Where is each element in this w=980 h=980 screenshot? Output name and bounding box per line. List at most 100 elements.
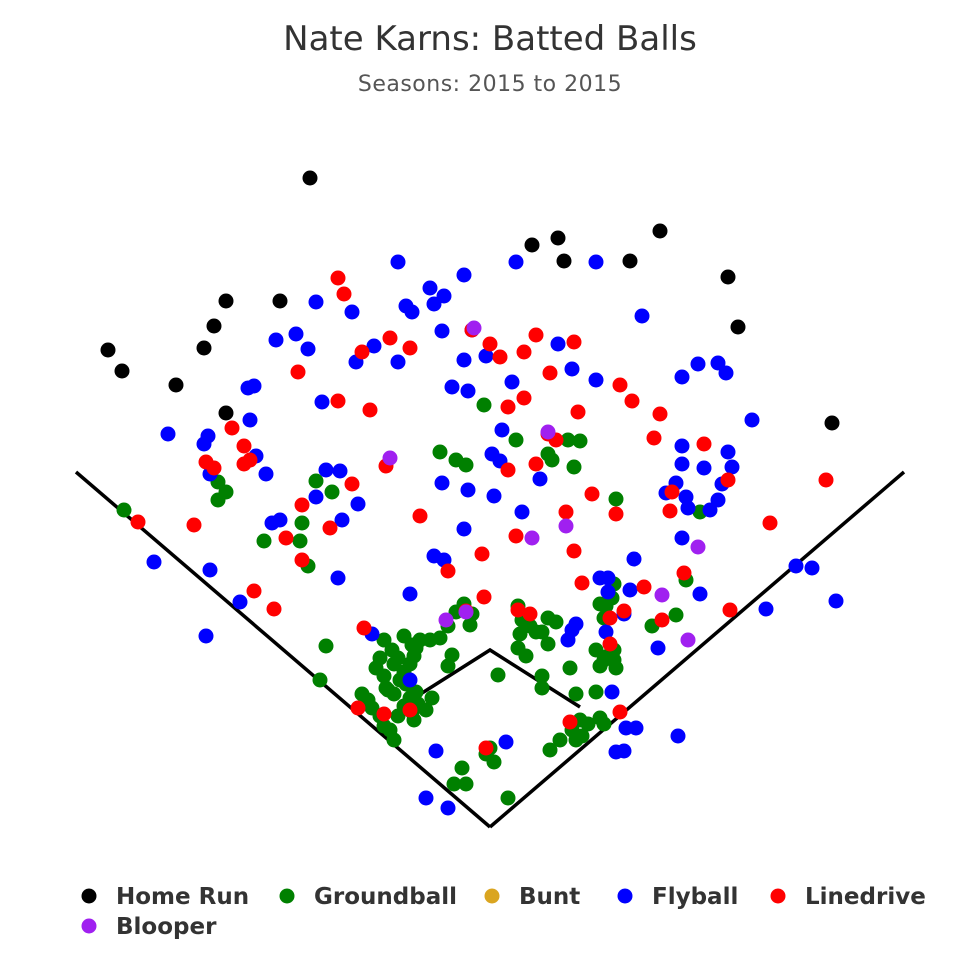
home-run-point [168,377,184,393]
flyball-point [444,379,460,395]
linedrive-point [562,714,578,730]
legend-item-groundball[interactable]: Groundball [279,884,458,910]
blooper-point [458,604,474,620]
flyball-point [440,800,456,816]
groundball-point [476,397,492,413]
flyball-point [724,459,740,475]
linedrive-point [266,601,282,617]
flyball-point [710,355,726,371]
flyball-point [232,594,248,610]
home-run-point [556,253,572,269]
flyball-point [258,466,274,482]
groundball-point [432,444,448,460]
flyball-point [428,743,444,759]
groundball-point [318,638,334,654]
legend-item-blooper[interactable]: Blooper [81,914,218,940]
flyball-point [650,640,666,656]
flyball-point [588,372,604,388]
blooper-point [558,518,574,534]
groundball-point [588,642,604,658]
legend-item-flyball[interactable]: Flyball [617,884,739,910]
linedrive-point [402,702,418,718]
flyball-point [434,475,450,491]
flyball-point [564,361,580,377]
linedrive-point [676,565,692,581]
flyball-point [532,471,548,487]
home-run-point [302,170,318,186]
linedrive-point [602,636,618,652]
linedrive-point [508,528,524,544]
linedrive-point [584,486,600,502]
linedrive-point [516,344,532,360]
groundball-point [668,607,684,623]
groundball-point [552,732,568,748]
linedrive-point [350,700,366,716]
flyball-point [202,562,218,578]
linedrive-point [344,476,360,492]
flyball-point [366,338,382,354]
linedrive-point [474,546,490,562]
linedrive-point [278,530,294,546]
flyball-point [422,280,438,296]
linedrive-point [500,462,516,478]
groundball-point [608,491,624,507]
linedrive-point [662,503,678,519]
legend-item-home-run[interactable]: Home Run [81,884,250,910]
groundball-point [294,515,310,531]
groundball-point [418,702,434,718]
flyball-point [460,383,476,399]
linedrive-point [602,610,618,626]
baseball-field [74,470,906,829]
flyball-point [478,348,494,364]
blooper-point [438,612,454,628]
groundball-point [508,432,524,448]
home-run-point [114,363,130,379]
linedrive-point [354,344,370,360]
flyball-point [828,593,844,609]
groundball-point [308,473,324,489]
legend-marker-bunt [484,888,500,904]
linedrive-point [696,436,712,452]
legend-label-groundball: Groundball [314,884,457,910]
linedrive-point [322,520,338,536]
flyball-point [690,356,706,372]
linedrive-point [720,472,736,488]
groundball-point [386,732,402,748]
home-run-point [720,269,736,285]
groundball-point [544,452,560,468]
flyball-point [504,374,520,390]
groundball-point [574,728,590,744]
linedrive-point [440,563,456,579]
legend: Home Run Groundball Bunt Flyball Linedrive Bl… [81,884,926,940]
groundball-point [534,668,550,684]
linedrive-point [636,579,652,595]
linedrive-point [558,504,574,520]
home-run-point [100,342,116,358]
linedrive-point [664,484,680,500]
linedrive-point [290,364,306,380]
groundball-point [376,668,392,684]
legend-label-flyball: Flyball [652,884,738,910]
flyball-point [622,582,638,598]
flyball-point [598,624,614,640]
home-run-point [652,223,668,239]
groundball-point [292,533,308,549]
legend-item-bunt[interactable]: Bunt [484,884,581,910]
legend-marker-flyball [617,888,633,904]
linedrive-point [478,740,494,756]
groundball-point [210,492,226,508]
groundball-point [446,776,462,792]
flyball-point [788,558,804,574]
groundball-point [534,680,550,696]
flyball-point [604,684,620,700]
groundball-point [596,716,612,732]
linedrive-point [130,514,146,530]
home-run-point [524,237,540,253]
linedrive-point [412,508,428,524]
blooper-point [524,530,540,546]
legend-marker-blooper [81,918,97,934]
legend-item-linedrive[interactable]: Linedrive [770,884,926,910]
linedrive-point [646,430,662,446]
linedrive-point [186,517,202,533]
